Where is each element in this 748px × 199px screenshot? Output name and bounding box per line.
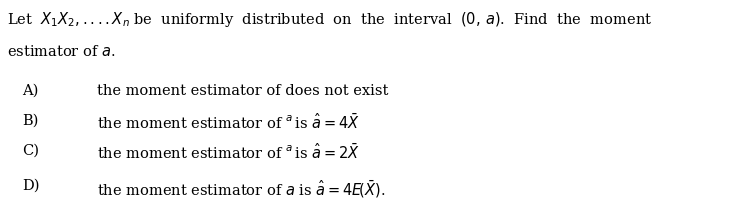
Text: the moment estimator of $^a\!$ is $\hat{a}=4\bar{X}$: the moment estimator of $^a\!$ is $\hat{…: [97, 113, 360, 133]
Text: D): D): [22, 179, 40, 193]
Text: estimator of $a$.: estimator of $a$.: [7, 44, 116, 59]
Text: the moment estimator of $^a\!$ is $\hat{a}=2\bar{X}$: the moment estimator of $^a\!$ is $\hat{…: [97, 143, 360, 162]
Text: Let  $X_1X_2,....X_n$ be  uniformly  distributed  on  the  interval  $(0,\,a)$. : Let $X_1X_2,....X_n$ be uniformly distri…: [7, 10, 653, 29]
Text: A): A): [22, 84, 39, 98]
Text: B): B): [22, 113, 39, 127]
Text: C): C): [22, 143, 40, 157]
Text: the moment estimator of does not exist: the moment estimator of does not exist: [97, 84, 389, 98]
Text: the moment estimator of $a$ is $\hat{a}=4E\!\left(\bar{X}\right)$.: the moment estimator of $a$ is $\hat{a}=…: [97, 179, 386, 199]
